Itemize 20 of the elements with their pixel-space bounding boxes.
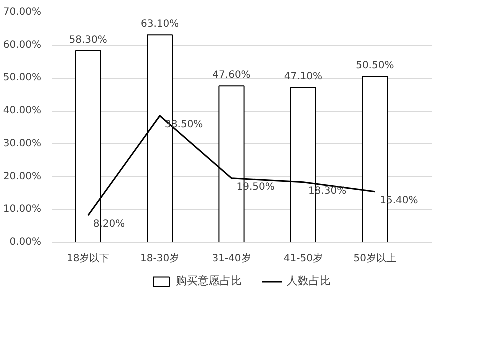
x-tick-label: 31-40岁 bbox=[212, 252, 252, 264]
data-label: 58.30% bbox=[69, 34, 108, 46]
y-tick-label: 40.00% bbox=[3, 106, 42, 117]
y-tick-label: 70.00% bbox=[3, 7, 42, 18]
data-label: 50.50% bbox=[356, 60, 394, 72]
data-label: 63.10% bbox=[140, 19, 180, 30]
legend-label: 人数占比 bbox=[287, 274, 331, 288]
y-tick-label: 0.00% bbox=[10, 237, 42, 248]
legend-label: 购买意愿占比 bbox=[176, 274, 242, 288]
x-tick-label: 50岁以上 bbox=[354, 252, 397, 264]
x-tick-label: 18岁以下 bbox=[66, 252, 110, 264]
y-tick-label: 10.00% bbox=[3, 204, 42, 216]
x-tick-label: 41-50岁 bbox=[284, 252, 323, 264]
data-label: 47.10% bbox=[284, 72, 323, 83]
y-tick-label: 50.00% bbox=[3, 72, 42, 84]
y-tick-label: 30.00% bbox=[3, 138, 42, 150]
y-tick-label: 60.00% bbox=[3, 40, 42, 51]
y-tick-label: 20.00% bbox=[3, 171, 42, 182]
x-tick-label: 18-30岁 bbox=[140, 252, 180, 264]
data-label: 47.60% bbox=[212, 70, 251, 82]
